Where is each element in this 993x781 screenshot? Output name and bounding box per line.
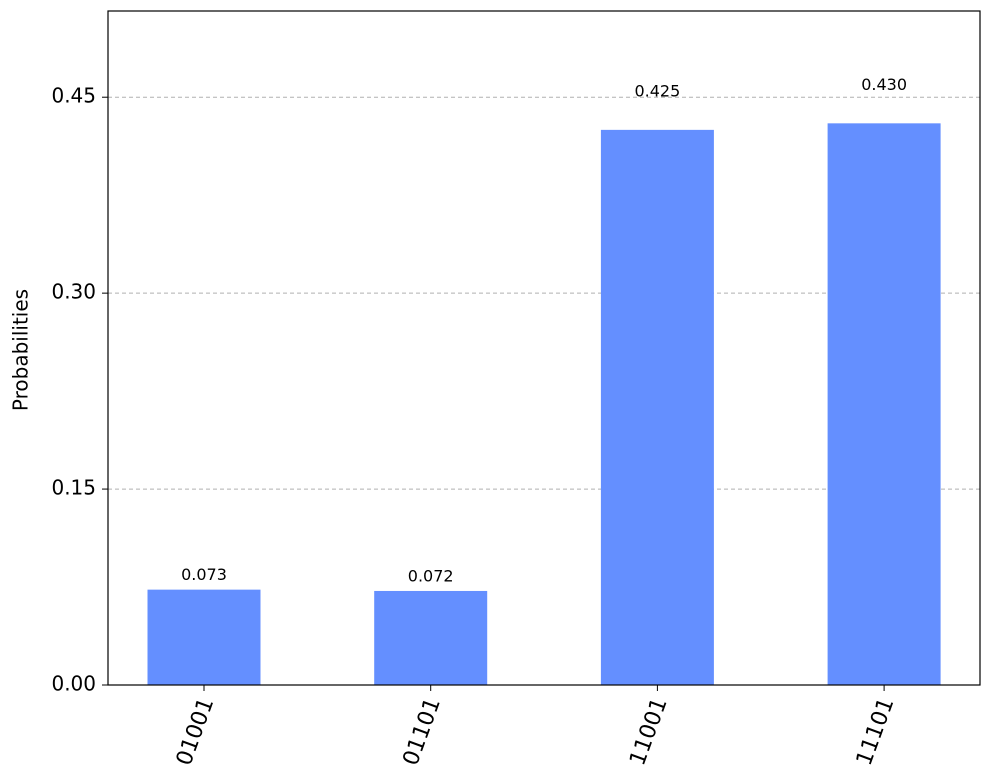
value-label: 0.425 [634,81,680,100]
bar [827,123,941,686]
value-label: 0.072 [408,566,454,585]
x-tick-label: 01101 [399,695,446,769]
y-tick-label: 0.30 [51,280,96,304]
x-tick-label: 11101 [852,695,899,769]
plot-frame [107,10,981,686]
x-tick-label: 11001 [625,695,672,769]
bar [374,590,488,685]
y-tick-label: 0.45 [51,84,96,108]
value-label: 0.073 [181,565,227,584]
bar [147,589,261,685]
bar [600,129,714,686]
y-axis-label: Probabilities [9,289,33,411]
y-tick-label: 0.00 [51,672,96,696]
value-label: 0.430 [861,75,907,94]
x-tick-label: 01001 [172,695,219,769]
y-tick-label: 0.15 [51,476,96,500]
